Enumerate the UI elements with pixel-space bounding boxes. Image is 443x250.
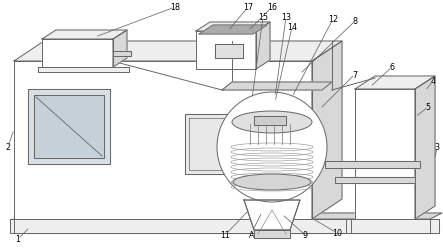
Polygon shape xyxy=(10,219,346,233)
Text: 14: 14 xyxy=(287,24,297,32)
Polygon shape xyxy=(196,32,256,70)
Text: 1: 1 xyxy=(16,234,20,244)
Polygon shape xyxy=(199,26,267,35)
Polygon shape xyxy=(222,83,332,91)
Text: 11: 11 xyxy=(220,230,230,239)
Polygon shape xyxy=(244,200,300,230)
Polygon shape xyxy=(335,177,415,183)
Text: 2: 2 xyxy=(5,143,11,152)
Polygon shape xyxy=(14,213,442,219)
Polygon shape xyxy=(42,40,113,68)
Text: 3: 3 xyxy=(435,143,439,152)
Text: 18: 18 xyxy=(170,4,180,13)
Polygon shape xyxy=(28,90,110,164)
Polygon shape xyxy=(355,90,415,219)
Text: 8: 8 xyxy=(353,18,358,26)
Polygon shape xyxy=(196,23,270,32)
Polygon shape xyxy=(415,77,435,219)
Polygon shape xyxy=(14,42,342,62)
Text: 7: 7 xyxy=(353,70,358,79)
Text: 10: 10 xyxy=(332,228,342,237)
Polygon shape xyxy=(254,230,290,238)
Text: 16: 16 xyxy=(267,4,277,13)
Text: A: A xyxy=(249,230,255,239)
Text: 9: 9 xyxy=(303,230,307,239)
Polygon shape xyxy=(256,23,270,70)
Polygon shape xyxy=(113,31,127,68)
Circle shape xyxy=(217,93,327,202)
Polygon shape xyxy=(325,161,420,168)
Polygon shape xyxy=(38,68,129,73)
Polygon shape xyxy=(42,31,127,40)
Ellipse shape xyxy=(233,174,311,190)
Polygon shape xyxy=(355,77,435,90)
Text: 15: 15 xyxy=(258,14,268,22)
Polygon shape xyxy=(351,219,439,233)
Text: 13: 13 xyxy=(281,14,291,22)
Text: 12: 12 xyxy=(328,16,338,24)
Text: 17: 17 xyxy=(243,4,253,13)
Text: 6: 6 xyxy=(389,63,395,72)
Polygon shape xyxy=(312,42,342,219)
Text: 5: 5 xyxy=(425,103,431,112)
Polygon shape xyxy=(254,116,286,126)
Polygon shape xyxy=(185,114,265,174)
Polygon shape xyxy=(215,45,243,59)
Ellipse shape xyxy=(232,112,312,134)
Text: 4: 4 xyxy=(431,77,435,86)
Polygon shape xyxy=(113,52,131,57)
Polygon shape xyxy=(14,62,312,219)
Polygon shape xyxy=(34,96,104,158)
Polygon shape xyxy=(14,219,430,233)
